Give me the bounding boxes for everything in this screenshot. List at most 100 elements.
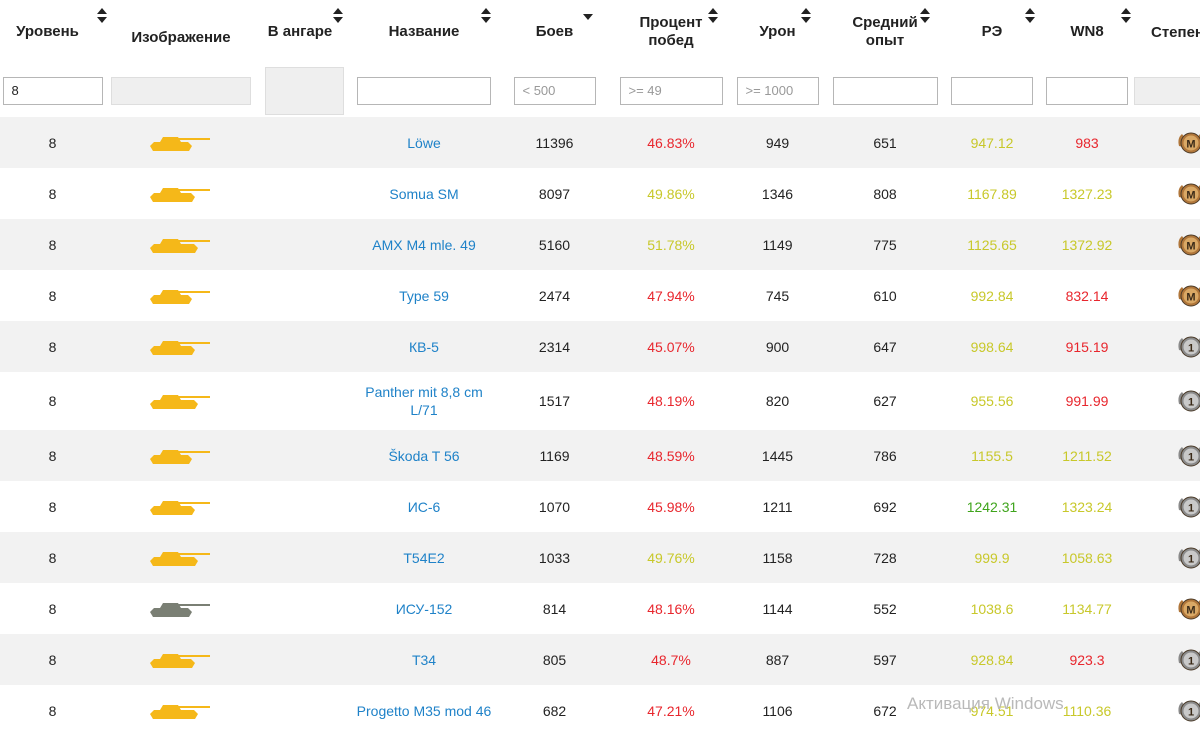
tank-name-line: ИСУ-152 [396,600,453,618]
cell-avgxp: 672 [825,685,945,736]
garage-filter-box[interactable] [265,67,344,115]
cell-level: 8 [0,219,105,270]
cell-damage: 1149 [730,219,825,270]
cell-re: 974.51 [945,685,1039,736]
cell-winrate: 45.07% [612,321,730,372]
svg-text:1: 1 [1187,655,1193,667]
tank-name-link[interactable]: AMX M4 mle. 49 [372,236,475,254]
cell-mastery: MM [1135,168,1200,219]
cell-re: 999.9 [945,532,1039,583]
cell-damage: 745 [730,270,825,321]
tank-gold-icon [148,390,214,412]
column-header-name[interactable]: Название [351,0,497,64]
tank-name-link[interactable]: T34 [412,651,436,669]
avgxp-filter-input[interactable] [833,77,938,105]
cell-name: КВ-5 [351,321,497,372]
filter-cell-battles [497,64,612,117]
column-header-re[interactable]: РЭ [945,0,1039,64]
column-header-label: Боев [536,23,574,41]
damage-filter-input[interactable] [737,77,819,105]
mastery-badge-first-class-icon: 1 [1176,332,1200,362]
cell-winrate: 48.16% [612,583,730,634]
cell-wn8: 1211.52 [1039,430,1135,481]
sort-icon[interactable] [920,8,930,26]
cell-level: 8 [0,117,105,168]
column-header-wn8[interactable]: WN8 [1039,0,1135,64]
cell-winrate: 48.59% [612,430,730,481]
filter-row [0,64,1200,117]
sort-icon[interactable] [801,8,811,26]
column-header-battles[interactable]: Боев [497,0,612,64]
column-header-level[interactable]: Уровень [0,0,105,64]
tank-name-link[interactable]: T54E2 [403,549,444,567]
sort-desc-icon[interactable] [583,8,593,26]
cell-name: Škoda T 56 [351,430,497,481]
svg-text:1: 1 [1187,706,1193,718]
cell-winrate: 45.98% [612,481,730,532]
cell-re: 998.64 [945,321,1039,372]
name-filter-input[interactable] [357,77,491,105]
sort-icon[interactable] [1025,8,1035,26]
cell-wn8: 991.99 [1039,372,1135,430]
cell-avgxp: 786 [825,430,945,481]
tank-name-link[interactable]: Löwe [407,134,440,152]
column-header-garage[interactable]: В ангаре [257,0,351,64]
tank-name-link[interactable]: ИСУ-152 [396,600,453,618]
wn8-filter-input[interactable] [1046,77,1128,105]
winrate-filter-input[interactable] [620,77,723,105]
tank-name-line: T34 [412,651,436,669]
level-filter-input[interactable] [3,77,103,105]
cell-name: Progetto M35 mod 46 [351,685,497,736]
svg-text:1: 1 [1187,342,1193,354]
battles-filter-input[interactable] [514,77,596,105]
re-filter-input[interactable] [951,77,1033,105]
cell-image [105,532,257,583]
filter-cell-wn8 [1039,64,1135,117]
sort-icon[interactable] [1121,8,1131,26]
sort-icon[interactable] [481,8,491,26]
cell-name: ИС-6 [351,481,497,532]
cell-image [105,685,257,736]
cell-battles: 5160 [497,219,612,270]
column-header-damage[interactable]: Урон [730,0,825,64]
sort-icon[interactable] [333,8,343,26]
tank-name-link[interactable]: Škoda T 56 [388,447,459,465]
cell-battles: 2314 [497,321,612,372]
cell-garage [257,430,351,481]
tank-name-link[interactable]: ИС-6 [408,498,441,516]
cell-avgxp: 775 [825,219,945,270]
cell-garage [257,117,351,168]
cell-mastery: MM [1135,219,1200,270]
cell-damage: 1144 [730,583,825,634]
tank-name-link[interactable]: Somua SM [389,185,458,203]
column-header-label: РЭ [982,23,1003,41]
svg-text:1: 1 [1187,553,1193,565]
cell-level: 8 [0,685,105,736]
tank-name-link[interactable]: Type 59 [399,287,449,305]
cell-mastery: 11 [1135,321,1200,372]
tank-name-link[interactable]: КВ-5 [409,338,439,356]
cell-battles: 8097 [497,168,612,219]
mastery-badge-master-icon: M [1176,230,1200,260]
tank-name-link[interactable]: Progetto M35 mod 46 [357,702,492,720]
sort-icon[interactable] [708,8,718,26]
cell-wn8: 915.19 [1039,321,1135,372]
tank-name-line: Panther mit 8,8 cm [365,383,483,401]
cell-winrate: 48.19% [612,372,730,430]
